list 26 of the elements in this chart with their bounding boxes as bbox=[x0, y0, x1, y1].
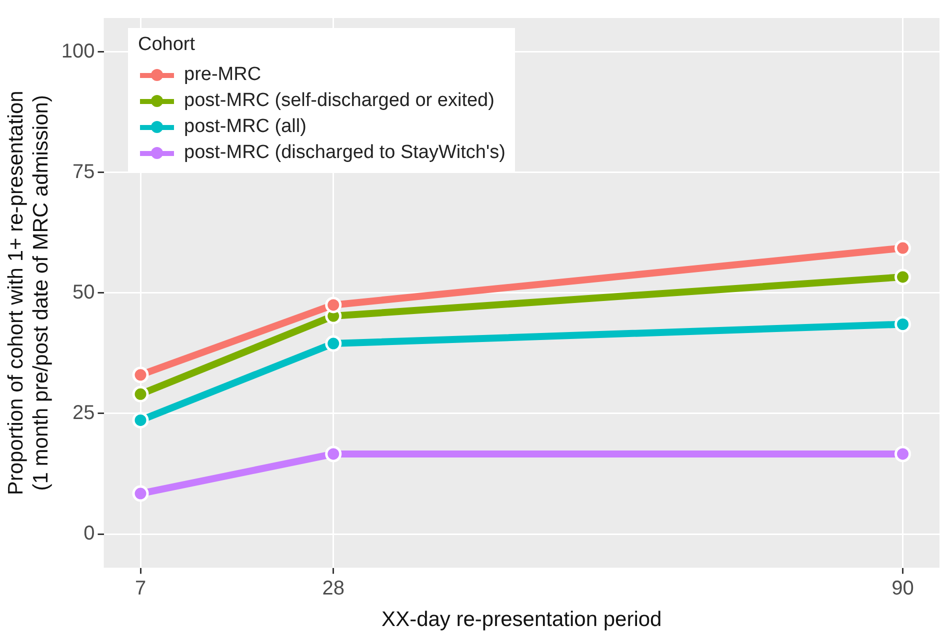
point bbox=[132, 366, 149, 384]
point bbox=[894, 268, 912, 286]
point bbox=[132, 386, 149, 402]
legend-title: Cohort bbox=[138, 34, 196, 56]
point bbox=[894, 446, 912, 462]
y-tick-label: 25 bbox=[72, 402, 95, 424]
point bbox=[325, 446, 342, 462]
y-tick-label: 75 bbox=[72, 160, 95, 183]
point bbox=[325, 296, 342, 314]
legend-label: pre-MRC bbox=[184, 64, 262, 86]
x-axis-title: XX-day re-presentation period bbox=[382, 608, 662, 632]
point bbox=[894, 316, 912, 332]
y-tick-label: 0 bbox=[84, 522, 95, 545]
legend-label: post-MRC (self-discharged or exited) bbox=[184, 90, 494, 112]
x-tick-label: 90 bbox=[892, 577, 914, 600]
legend-label: post-MRC (all) bbox=[184, 116, 306, 138]
point bbox=[132, 412, 149, 428]
y-axis-title: Proportion of cohort with 1+ re-presentation (1 month pre/post date of MRC admission) bbox=[4, 90, 53, 496]
point bbox=[894, 240, 912, 256]
y-tick-label: 50 bbox=[72, 281, 95, 304]
point bbox=[132, 485, 149, 502]
x-tick-label: 28 bbox=[322, 577, 344, 600]
legend-label: post-MRC (discharged to StayWitch's) bbox=[184, 142, 506, 164]
point bbox=[325, 335, 342, 352]
x-tick-label: 7 bbox=[134, 577, 146, 600]
y-tick-label: 100 bbox=[61, 40, 95, 62]
